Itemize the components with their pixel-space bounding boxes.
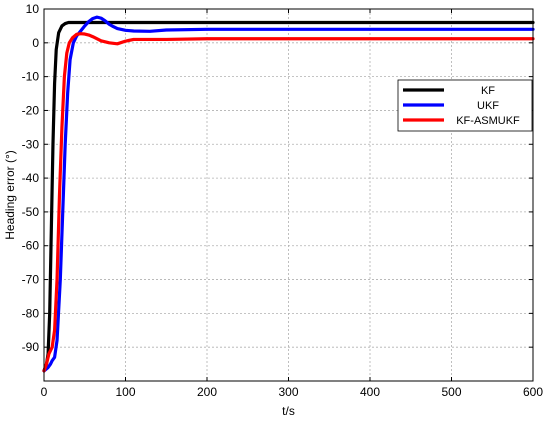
x-tick-label: 200 [197,385,217,399]
y-tick-label: -70 [22,273,40,287]
y-tick-labels: 10 0 -10 -20 -30 -40 -50 -60 -70 -80 -90 [22,2,40,354]
x-tick-label: 500 [441,385,461,399]
y-tick-label: -50 [22,205,40,219]
x-axis-label: t/s [282,404,295,418]
legend-label-1: KF [481,85,495,97]
y-tick-label: -10 [22,70,40,84]
y-tick-label: -90 [22,340,40,354]
y-tick-label: 0 [32,36,39,50]
x-tick-label: 300 [278,385,298,399]
x-tick-label: 100 [115,385,135,399]
y-axis-label: Heading error (°) [3,150,17,240]
y-tick-label: -20 [22,103,40,117]
series-line-3 [42,32,535,373]
series-line-1 [42,20,535,373]
legend-label-3: KF-ASMUKF [456,115,520,127]
x-tick-label: 0 [41,385,48,399]
series-layer [42,15,535,373]
y-tick-label: 10 [26,2,40,16]
grid [44,9,533,381]
y-tick-label: -60 [22,239,40,253]
x-tick-label: 600 [523,385,543,399]
y-tick-label: -30 [22,137,40,151]
y-tick-label: -80 [22,306,40,320]
legend-label-2: UKF [477,100,499,112]
y-tick-label: -40 [22,171,40,185]
legend: KF UKF KF-ASMUKF [397,79,533,132]
series-line-2 [42,15,535,373]
x-tick-label: 400 [360,385,380,399]
x-tick-labels: 0 100 200 300 400 500 600 [41,385,544,399]
